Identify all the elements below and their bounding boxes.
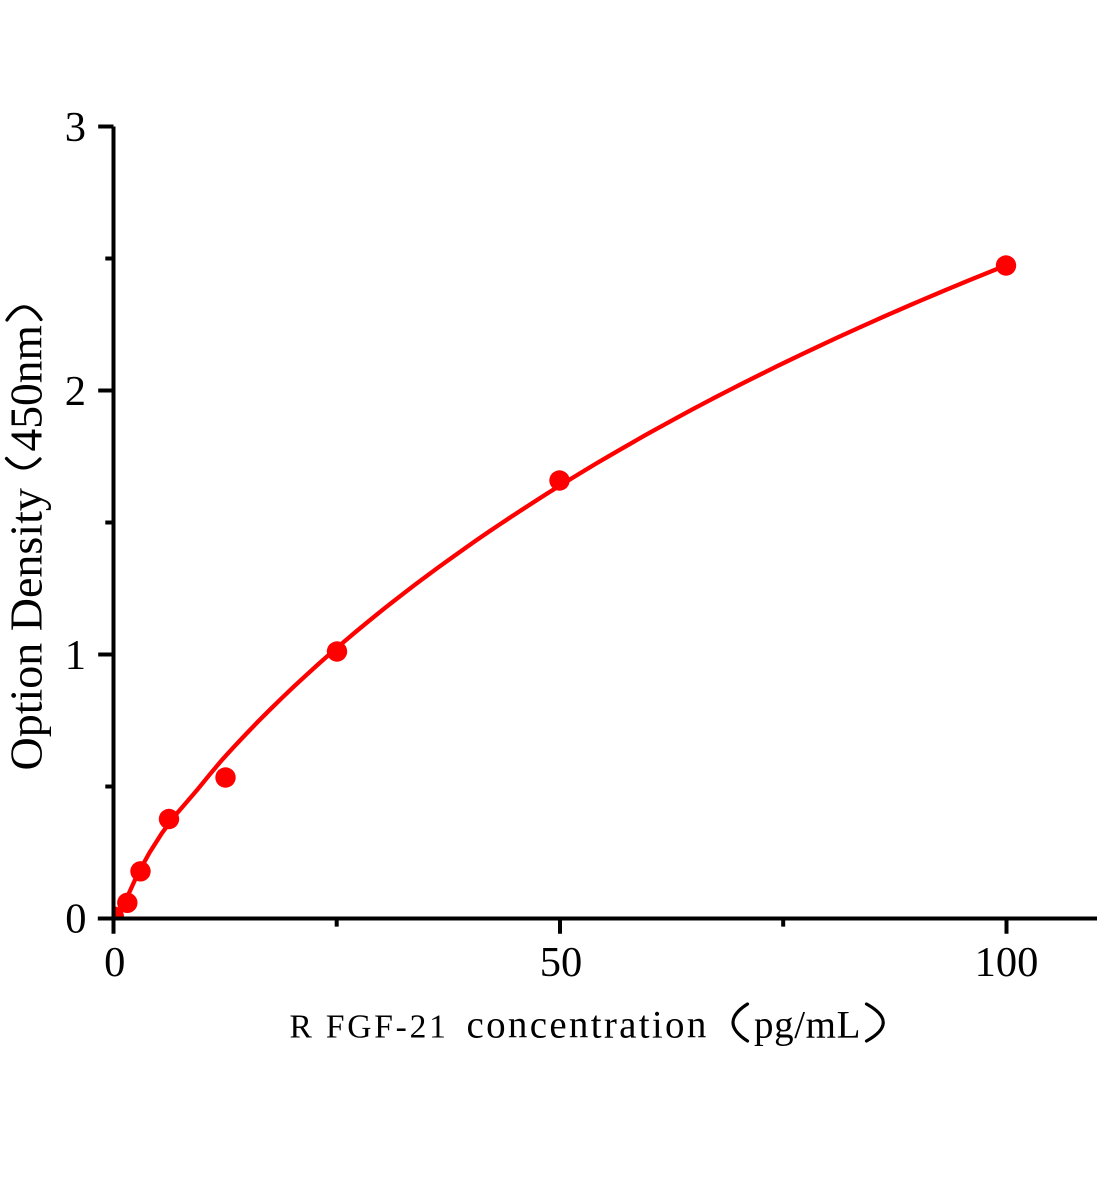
svg-text:450nm: 450nm [1,325,52,451]
svg-text:pg/mL: pg/mL [754,1004,861,1047]
svg-text:R FGF-21: R FGF-21 [290,1009,449,1046]
svg-text:100: 100 [975,939,1039,986]
svg-text:0: 0 [104,939,125,986]
svg-text:Option Density: Option Density [1,488,52,770]
svg-text:0: 0 [65,896,86,943]
svg-text:2: 2 [65,368,86,415]
svg-text:concentration: concentration [467,1004,709,1047]
svg-text:1: 1 [65,632,86,679]
svg-text:3: 3 [65,104,86,151]
svg-text:50: 50 [540,939,583,986]
